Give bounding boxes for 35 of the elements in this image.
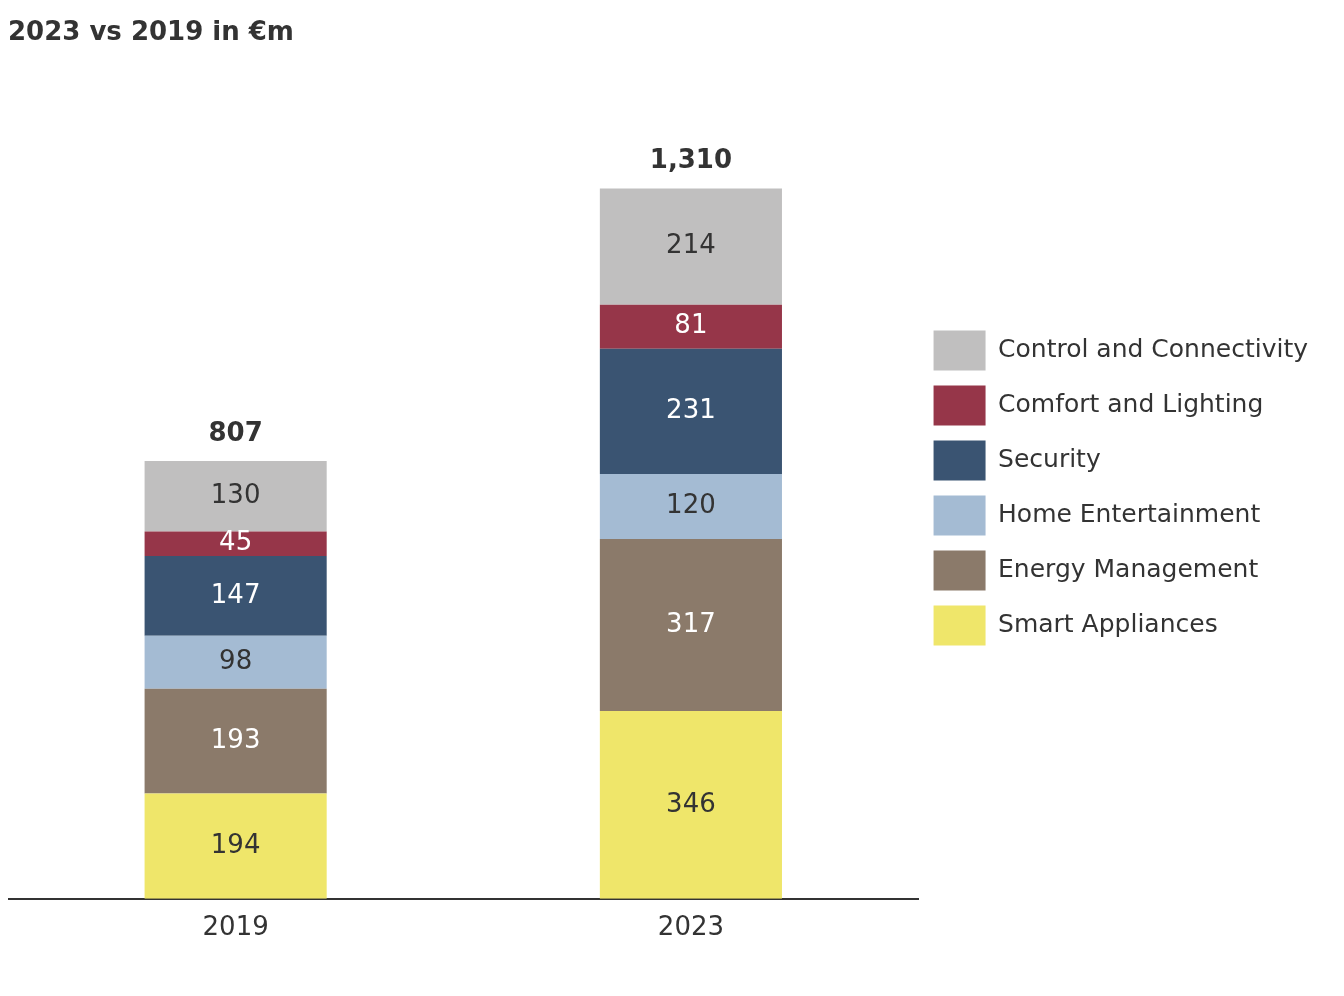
data-label: 317 bbox=[666, 607, 716, 638]
bar bbox=[599, 539, 782, 712]
data-label: 194 bbox=[210, 828, 261, 859]
bar bbox=[144, 688, 327, 794]
legend-label: Home Entertainment bbox=[998, 499, 1261, 528]
data-label: 193 bbox=[210, 723, 261, 754]
bar bbox=[144, 555, 327, 636]
bar bbox=[599, 188, 782, 305]
bar bbox=[599, 304, 782, 349]
bar bbox=[144, 531, 327, 556]
data-label: 81 bbox=[674, 309, 708, 340]
total-label: 807 bbox=[208, 416, 263, 447]
total-label: 1,310 bbox=[649, 144, 733, 175]
bar bbox=[599, 711, 782, 899]
data-label: 98 bbox=[219, 644, 253, 675]
chart-title: 2023 vs 2019 in €m bbox=[8, 16, 294, 47]
data-label: 147 bbox=[210, 578, 261, 609]
x-tick-label: 2023 bbox=[657, 911, 724, 942]
legend-label: Energy Management bbox=[998, 554, 1259, 583]
legend-label: Security bbox=[998, 444, 1101, 473]
x-tick-label: 2019 bbox=[202, 911, 269, 942]
data-label: 231 bbox=[666, 394, 716, 425]
legend-label: Control and Connectivity bbox=[998, 334, 1309, 363]
data-label: 130 bbox=[210, 478, 261, 509]
bar bbox=[599, 473, 782, 540]
bar bbox=[144, 793, 327, 899]
legend-label: Smart Appliances bbox=[998, 609, 1218, 638]
data-label: 45 bbox=[219, 526, 253, 557]
bar bbox=[144, 460, 327, 532]
data-label: 120 bbox=[666, 489, 716, 520]
bar bbox=[144, 635, 327, 689]
data-label: 214 bbox=[666, 229, 716, 260]
data-label: 346 bbox=[666, 787, 716, 818]
bar bbox=[599, 348, 782, 474]
legend-label: Comfort and Lighting bbox=[998, 389, 1264, 418]
